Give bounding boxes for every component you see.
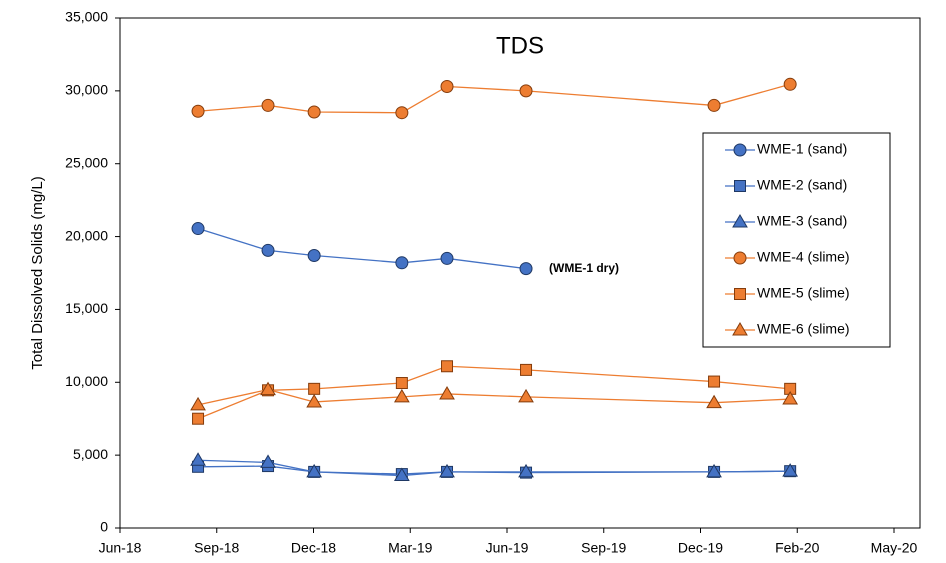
marker — [260, 454, 276, 468]
marker — [190, 396, 206, 411]
legend-marker — [733, 251, 747, 265]
series-line — [198, 465, 791, 475]
series-line — [197, 227, 527, 270]
marker — [518, 463, 534, 478]
marker — [395, 377, 408, 390]
x-tick-label: Jun-18 — [99, 540, 142, 556]
y-tick-label: 20,000 — [65, 227, 108, 243]
marker — [191, 104, 205, 118]
marker — [706, 463, 722, 478]
series-line — [197, 365, 791, 420]
marker — [192, 412, 205, 425]
marker — [440, 251, 454, 265]
y-tick-label: 35,000 — [65, 9, 108, 25]
x-tick-label: Dec-19 — [678, 540, 723, 556]
legend-label: WME-3 (sand) — [757, 213, 847, 229]
x-tick-label: Jun-19 — [486, 540, 529, 556]
legend-label: WME-2 (sand) — [757, 177, 847, 193]
legend-marker — [734, 288, 746, 300]
legend-marker — [734, 180, 746, 192]
y-tick-label: 15,000 — [65, 300, 108, 316]
marker — [306, 393, 323, 408]
marker — [782, 463, 799, 477]
x-tick-label: Sep-19 — [581, 540, 626, 556]
marker — [707, 98, 721, 112]
legend-label: WME-4 (slime) — [757, 249, 850, 265]
plot-area — [119, 17, 921, 529]
marker — [395, 256, 409, 270]
marker — [518, 388, 534, 403]
chart-title: TDS — [496, 32, 544, 59]
x-tick-label: Mar-19 — [388, 540, 433, 556]
marker — [706, 394, 722, 409]
y-tick-label: 5,000 — [73, 446, 108, 462]
marker — [308, 382, 321, 395]
y-tick-label: 0 — [100, 519, 108, 535]
marker — [440, 79, 454, 93]
marker — [260, 381, 276, 396]
legend-label: WME-1 (sand) — [757, 141, 847, 157]
marker — [519, 262, 533, 276]
y-tick-label: 25,000 — [65, 154, 108, 170]
x-tick-label: May-20 — [871, 540, 918, 556]
y-tick-label: 30,000 — [65, 82, 108, 98]
legend-label: WME-6 (slime) — [757, 321, 850, 337]
marker — [261, 98, 275, 112]
marker — [783, 77, 797, 91]
series-line — [197, 83, 791, 114]
x-tick-label: Dec-18 — [291, 540, 336, 556]
legend-marker — [733, 143, 747, 157]
marker — [306, 463, 323, 478]
marker — [190, 452, 206, 466]
series-line — [197, 388, 791, 406]
legend-marker — [732, 322, 748, 336]
marker — [191, 222, 205, 236]
x-tick-label: Sep-18 — [194, 540, 239, 556]
marker — [395, 106, 409, 120]
legend — [702, 132, 891, 348]
legend-marker — [732, 214, 748, 228]
marker — [441, 360, 454, 373]
series-line — [198, 459, 791, 477]
marker — [307, 249, 321, 263]
marker — [782, 391, 799, 405]
marker — [708, 375, 721, 388]
marker — [393, 388, 410, 403]
y-tick-label: 10,000 — [65, 373, 108, 389]
marker — [307, 105, 321, 119]
legend-label: WME-5 (slime) — [757, 285, 850, 301]
annotation: (WME-1 dry) — [549, 261, 619, 275]
marker — [393, 467, 410, 482]
marker — [261, 243, 275, 257]
marker — [439, 463, 455, 478]
y-axis-label: Total Dissolved Solids (mg/L) — [29, 176, 46, 369]
x-tick-label: Feb-20 — [775, 540, 820, 556]
marker — [519, 84, 533, 98]
marker — [520, 363, 533, 376]
marker — [439, 385, 455, 400]
